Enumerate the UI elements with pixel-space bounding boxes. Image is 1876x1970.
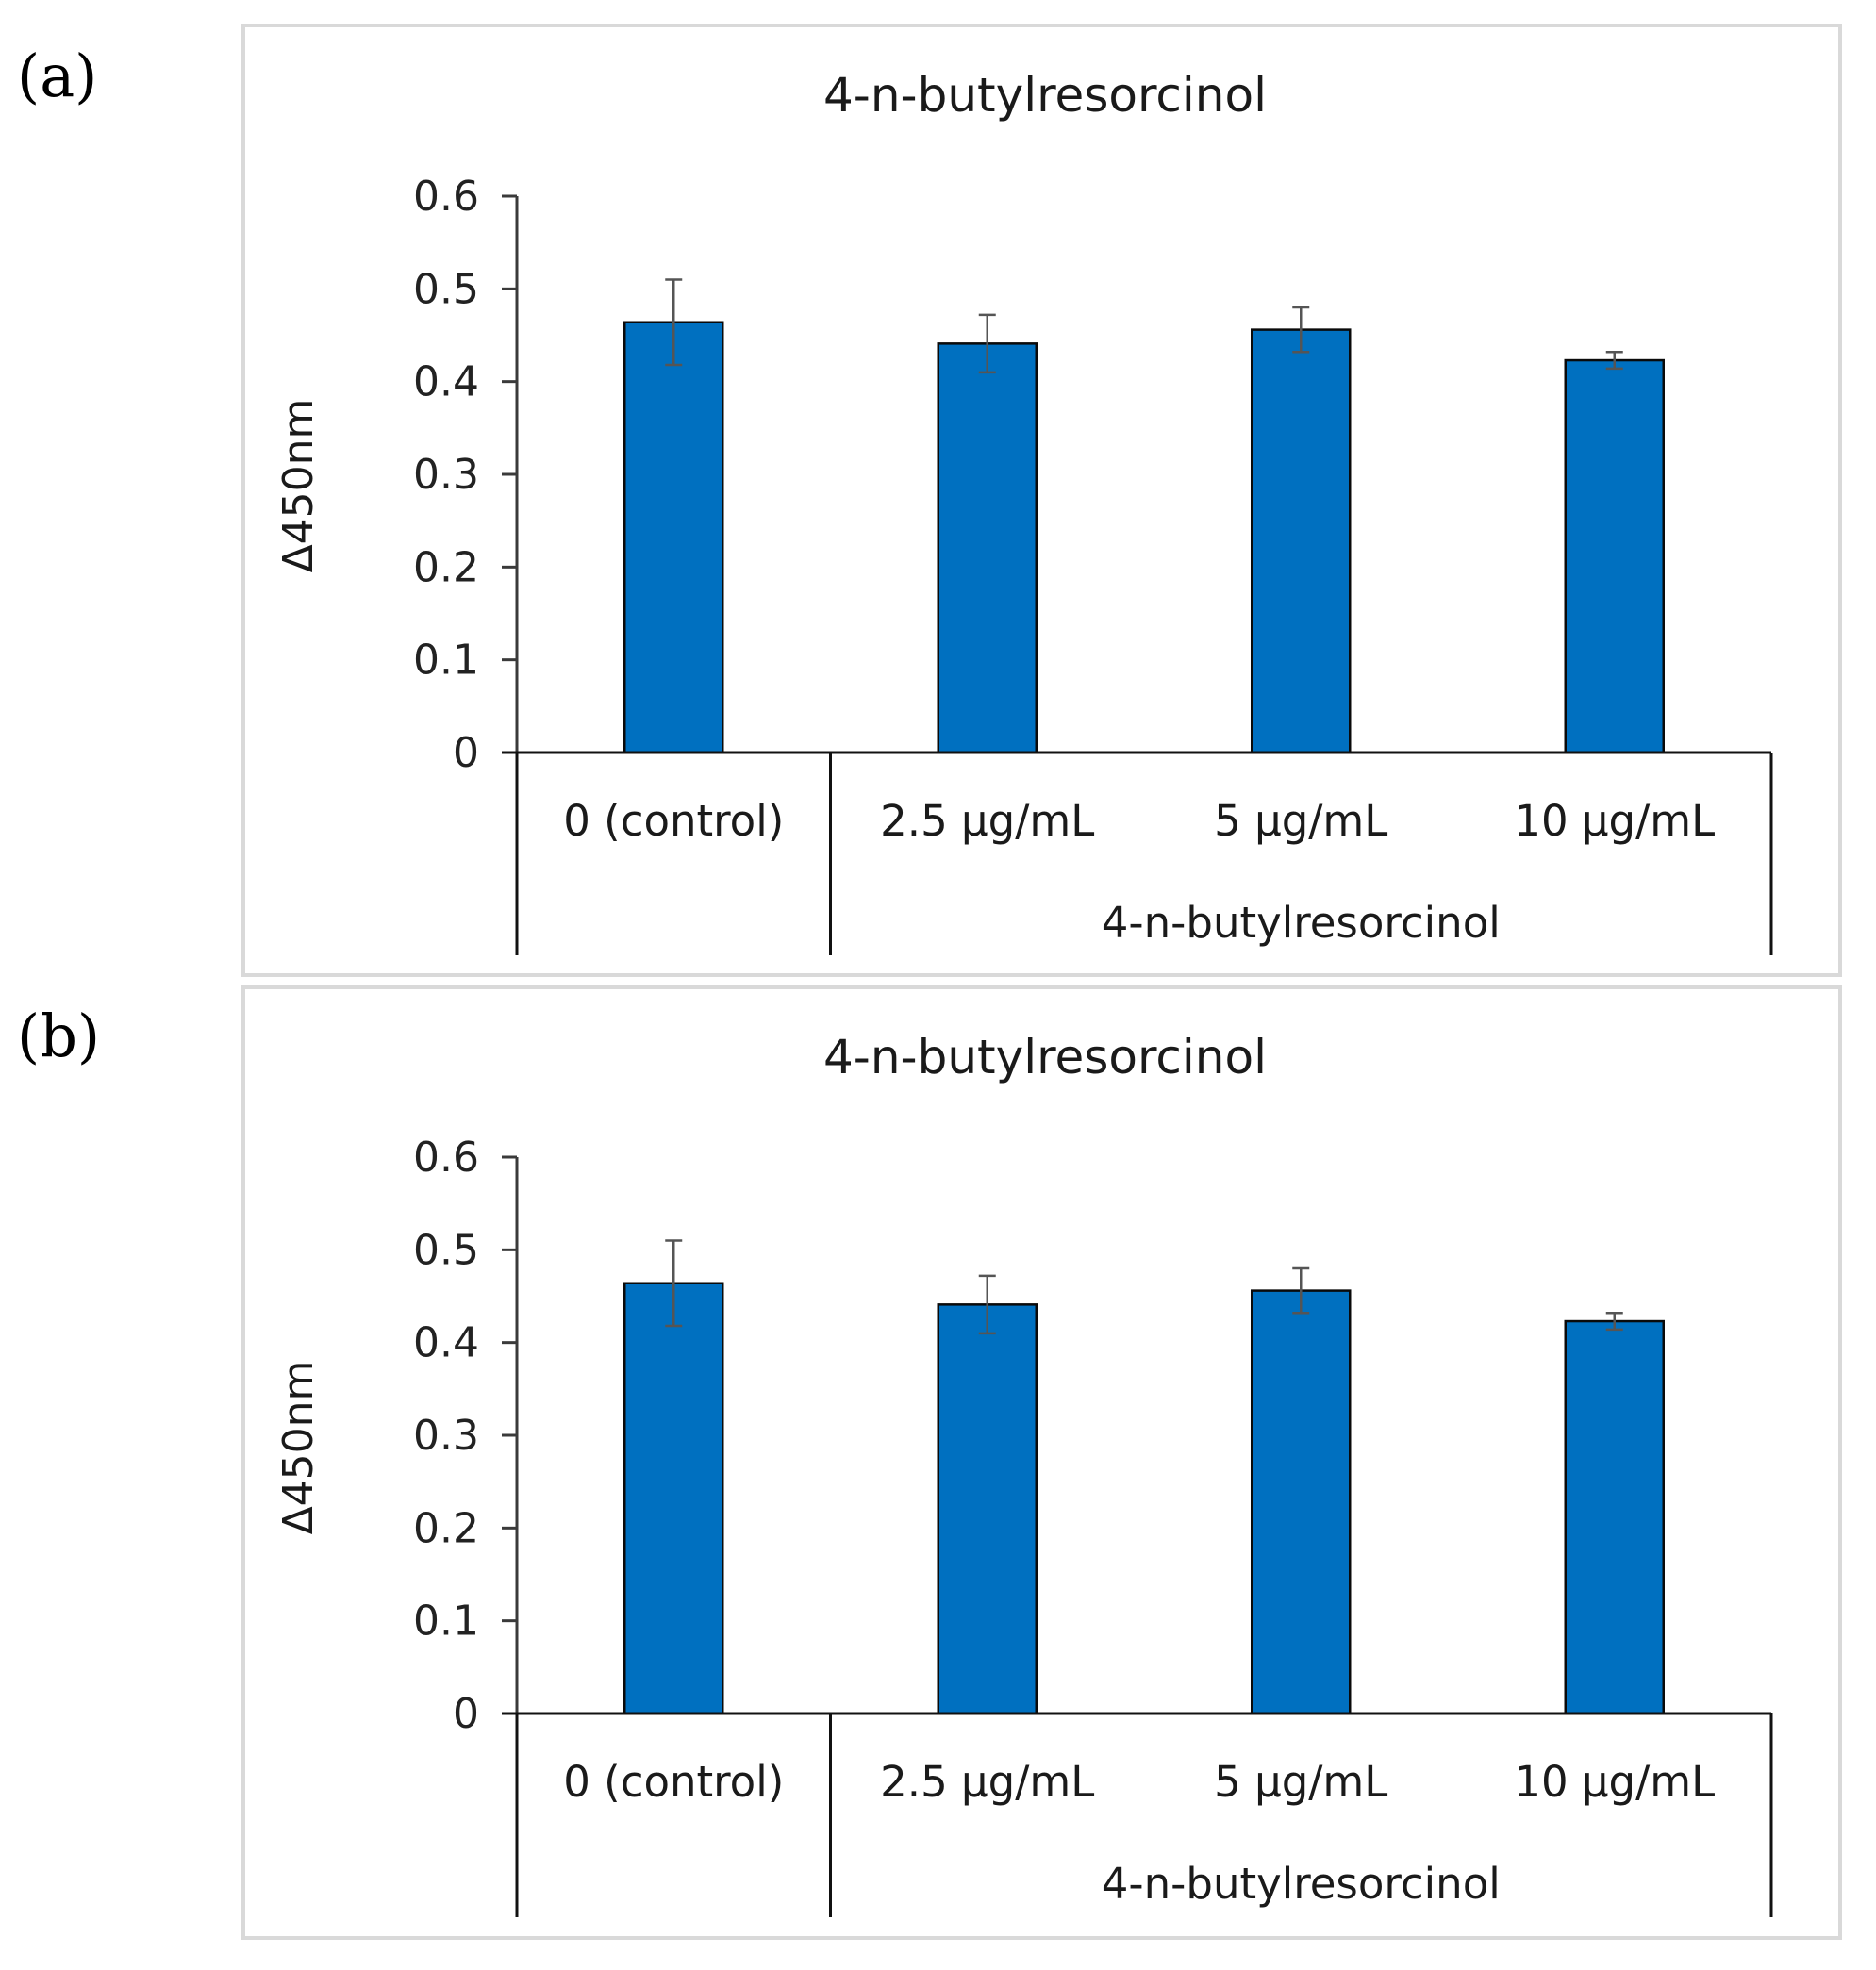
x-category-label: 2.5 µg/mL — [880, 796, 1094, 846]
y-tick-label: 0.5 — [413, 1226, 479, 1274]
bar — [1251, 1289, 1352, 1715]
y-axis-label: Δ450nm — [274, 399, 323, 573]
y-tick-label: 0 — [453, 1690, 479, 1738]
y-tick-label: 0.1 — [413, 1598, 479, 1646]
x-category-label: 2.5 µg/mL — [880, 1757, 1094, 1807]
y-axis-label: Δ450nm — [274, 1361, 323, 1535]
y-tick-label: 0.2 — [413, 1504, 479, 1552]
panel-label: (a) — [17, 41, 97, 110]
x-category-label: 0 (control) — [563, 796, 784, 846]
x-category-label: 5 µg/mL — [1214, 1757, 1387, 1807]
y-tick-label: 0.5 — [413, 265, 479, 313]
x-group-label: 4-n-butylresorcinol — [1102, 1859, 1501, 1909]
panel-b: (b) 4-n-butylresorcinol Δ450nm 0 0.1 0.2 0.… — [17, 985, 1842, 1940]
x-category-label: 10 µg/mL — [1514, 796, 1715, 846]
bar — [623, 321, 724, 754]
bar — [937, 1303, 1038, 1715]
x-category-label: 10 µg/mL — [1514, 1757, 1715, 1807]
x-category-label: 5 µg/mL — [1214, 796, 1387, 846]
plot-area: 0 0.1 0.2 0.3 0.4 0.5 0.6 0 (control) 2.5 µg/mL 5… — [413, 173, 1773, 955]
y-tick-label: 0.2 — [413, 543, 479, 591]
chart-title: 4-n-butylresorcinol — [823, 1030, 1267, 1084]
y-tick-label: 0.3 — [413, 1412, 479, 1460]
y-tick-label: 0.4 — [413, 358, 479, 406]
y-tick-label: 0.6 — [413, 173, 479, 221]
bar — [1251, 328, 1352, 754]
plot-area: 0 0.1 0.2 0.3 0.4 0.5 0.6 0 (control) 2.5 µg/mL 5… — [413, 1134, 1773, 1917]
bar — [937, 342, 1038, 754]
panel-label: (b) — [17, 1002, 100, 1070]
bar — [1564, 1319, 1665, 1715]
panel-a: (a) 4-n-butylresorcinol Δ450nm 0 0.1 0.2 0.… — [17, 24, 1842, 977]
y-tick-label: 0 — [453, 729, 479, 777]
bar — [623, 1282, 724, 1715]
chart-title: 4-n-butylresorcinol — [823, 68, 1267, 123]
bar — [1564, 358, 1665, 754]
y-tick-label: 0.3 — [413, 451, 479, 499]
x-category-label: 0 (control) — [563, 1757, 784, 1807]
y-tick-label: 0.4 — [413, 1319, 479, 1367]
y-tick-label: 0.1 — [413, 637, 479, 685]
x-group-label: 4-n-butylresorcinol — [1102, 898, 1501, 948]
y-tick-label: 0.6 — [413, 1134, 479, 1182]
